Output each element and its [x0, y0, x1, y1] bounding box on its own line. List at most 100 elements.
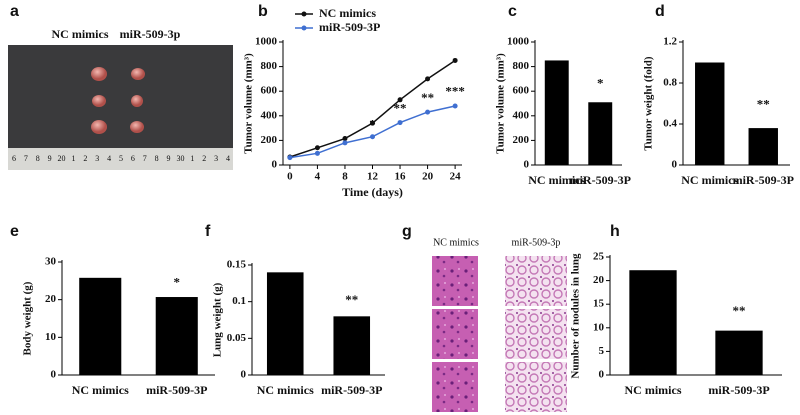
y-tick-label: 0.4: [663, 118, 677, 130]
significance: **: [394, 101, 407, 116]
point: [287, 155, 293, 161]
x-axis-label: Time (days): [342, 185, 403, 199]
y-tick-label: 0: [51, 369, 57, 381]
bar: [79, 277, 122, 375]
y-tick-label: 0.15: [227, 259, 247, 271]
ruler-label: 7: [24, 154, 28, 163]
ruler-label: 9: [48, 154, 52, 163]
ruler-label: 5: [119, 154, 123, 163]
panel-letter: e: [10, 223, 19, 240]
ruler-label: 9: [167, 154, 171, 163]
y-tick-label: 0: [599, 369, 605, 381]
ruler-label: 2: [202, 154, 206, 163]
category-label: miR-509-3P: [146, 383, 207, 397]
category-label: miR-509-3P: [708, 383, 769, 397]
bar: [544, 60, 569, 166]
ruler-label: 6: [131, 154, 135, 163]
point: [342, 140, 348, 146]
y-tick-label: 600: [261, 85, 278, 97]
x-tick-label: 8: [342, 171, 348, 183]
point: [314, 150, 320, 156]
y-axis-label: Tumor volume (mm³): [243, 53, 255, 154]
photo-g: [432, 256, 567, 412]
panel-letter: g: [402, 223, 412, 240]
significance: ***: [445, 83, 465, 98]
ruler-label: 3: [214, 154, 218, 163]
ruler-label: 2: [83, 154, 87, 163]
y-tick-label: 5: [599, 345, 605, 357]
y-axis-label: Lung weight (g): [212, 282, 224, 357]
category-label: miR-509-3P: [733, 173, 794, 187]
x-tick-label: 20: [422, 171, 434, 183]
photo-label: NC mimics: [52, 27, 109, 41]
y-tick-label: 0.8: [663, 77, 677, 89]
bar: [629, 270, 677, 375]
y-tick-label: 800: [261, 60, 278, 72]
bar: [155, 297, 198, 375]
ruler-label: 20: [58, 154, 66, 163]
panel-letter: a: [10, 3, 19, 20]
y-tick-label: 1000: [255, 36, 278, 48]
y-tick-label: 800: [513, 60, 530, 72]
photo-label: NC mimics: [433, 237, 479, 248]
ruler-label: 3: [95, 154, 99, 163]
panel-letter: c: [508, 3, 517, 20]
y-tick-label: 25: [593, 251, 605, 263]
y-tick-label: 20: [593, 274, 605, 286]
x-tick-label: 4: [315, 171, 321, 183]
y-axis-label: Number of nodules in lung: [570, 253, 582, 379]
ruler-label: 1: [190, 154, 194, 163]
chart-e: e 0 10 20 30 Body weight (g) NC mimics miR-509-…: [10, 223, 215, 397]
significance: *: [174, 274, 181, 289]
ruler-label: 30: [176, 154, 184, 163]
y-tick-label: 0.1: [232, 295, 246, 307]
y-tick-label: 1.2: [663, 36, 677, 48]
y-tick-label: 0: [672, 159, 678, 171]
y-tick-label: 15: [593, 298, 605, 310]
point: [397, 97, 403, 103]
category-label: miR-509-3P: [321, 383, 382, 397]
tumors: [91, 67, 145, 134]
point: [370, 120, 375, 126]
photo-label: miR-509-3p: [512, 237, 561, 248]
chart-h: h 0 5 10 15 20 25 Number of nodules in lung NC m…: [570, 223, 782, 397]
significance: **: [421, 90, 434, 105]
point: [452, 103, 458, 109]
category-label: miR-509-3P: [570, 173, 631, 187]
ruler-label: 8: [36, 154, 40, 163]
photo-background: [8, 45, 233, 148]
y-tick-label: 200: [513, 134, 530, 146]
panel-letter: f: [205, 223, 211, 240]
y-tick-label: 400: [261, 109, 278, 121]
point: [370, 134, 375, 140]
x-tick-label: 12: [367, 171, 379, 183]
y-tick-label: 0: [524, 159, 530, 171]
x-tick-label: 24: [450, 171, 462, 183]
point: [314, 145, 320, 151]
y-tick-label: 20: [45, 293, 57, 305]
significance: **: [733, 303, 746, 318]
ruler-label: 1: [71, 154, 75, 163]
panel-letter: d: [655, 3, 665, 20]
ruler-label: 6: [12, 154, 16, 163]
significance: *: [369, 117, 376, 132]
point: [397, 120, 403, 126]
legend-label: miR-509-3P: [319, 20, 380, 34]
y-tick-label: 1000: [507, 36, 530, 48]
y-tick-label: 10: [593, 321, 605, 333]
y-tick-label: 0.05: [227, 332, 247, 344]
significance: **: [757, 97, 770, 112]
y-axis-label: Tumor weight (fold): [643, 56, 655, 150]
point: [425, 109, 431, 115]
point: [342, 136, 348, 142]
chart-d: d 0 0.4 0.8 1.2 Tumor weight (fold) NC mimicsm…: [643, 3, 794, 187]
y-tick-label: 10: [45, 331, 57, 343]
legend-marker: [301, 11, 307, 17]
y-tick-label: 0: [241, 369, 247, 381]
ruler-label: 4: [107, 154, 111, 163]
x-tick-label: 16: [395, 171, 407, 183]
y-tick-label: 400: [513, 109, 530, 121]
point: [452, 57, 458, 63]
